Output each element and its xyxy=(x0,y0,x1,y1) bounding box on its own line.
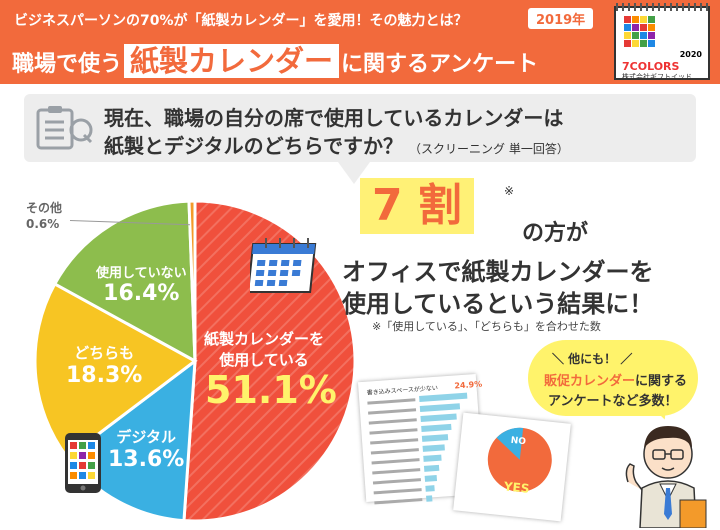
sample-yes-label: YES xyxy=(503,479,531,496)
mini-bar xyxy=(424,475,438,482)
question-line1: 現在、職場の自分の席で使用しているカレンダーは xyxy=(104,106,564,130)
mini-bar-label xyxy=(370,448,419,455)
color-grid-icon xyxy=(624,16,655,47)
headline-line1: の方が xyxy=(522,221,589,246)
mini-bar-label xyxy=(371,458,420,465)
slice-name-digital: デジタル xyxy=(116,428,177,446)
headline-seven-tenths: 7 割 xyxy=(360,178,474,234)
header-banner: ビジネスパーソンの70%が「紙製カレンダー」を愛用！その魅力とは？ 2019年 … xyxy=(0,0,720,84)
mini-bar xyxy=(420,413,457,422)
pie-slice-4 xyxy=(187,199,197,362)
slice-label-both: どちらも 18.3% xyxy=(66,342,142,388)
sample-mini-pie xyxy=(487,427,552,492)
question-line2-text: 紙製とデジタルのどちらですか？ xyxy=(104,134,403,158)
slice-pct-both: 18.3% xyxy=(66,363,143,388)
product-calendar-image: 2020 7COLORS 株式会社ギフトイッド xyxy=(614,3,712,81)
promo-line2: 販促カレンダーに関する xyxy=(544,370,687,389)
headline-asterisk: ※ xyxy=(504,184,515,198)
calendar-rings xyxy=(616,3,712,11)
slice-label-digital: デジタル 13.6% xyxy=(108,426,184,472)
businessman-illustration xyxy=(625,426,707,528)
mini-bar xyxy=(422,444,445,452)
mini-bar-label xyxy=(368,408,417,415)
mini-bar xyxy=(426,495,433,502)
smartphone-icon xyxy=(65,433,101,493)
year-badge: 2019年 xyxy=(528,8,594,29)
mini-bar xyxy=(425,485,435,492)
title-before: 職場で使う xyxy=(12,52,123,77)
question-box: 現在、職場の自分の席で使用しているカレンダーは 紙製とデジタルのどちらですか？ （… xyxy=(24,94,696,162)
headline-line2: オフィスで紙製カレンダーを xyxy=(342,258,654,286)
sample-no-label: NO xyxy=(510,435,527,448)
slice-name-other: その他 xyxy=(26,201,63,215)
mini-bar xyxy=(421,434,449,442)
slice-name-paper-2: 使用している xyxy=(219,351,309,369)
headline-line3: 使用しているという結果に！ xyxy=(342,290,654,318)
mini-bar-label xyxy=(372,478,422,485)
product-brand: 7COLORS xyxy=(622,60,680,73)
pie-slice-3 xyxy=(52,199,197,364)
mini-bar-label xyxy=(372,468,421,475)
question-note: （スクリーニング 単一回答） xyxy=(409,142,569,156)
slice-pct-paper: 51.1% xyxy=(205,368,337,412)
product-year: 2020 xyxy=(679,50,702,59)
mini-bar xyxy=(421,423,452,432)
sample-report-pct: 24.9% xyxy=(454,379,483,391)
title-after: に関するアンケート xyxy=(341,52,539,77)
slice-label-paper: 紙製カレンダーを 使用している xyxy=(204,328,324,370)
slice-name-both: どちらも xyxy=(74,344,135,362)
promo-highlight: 販促カレンダー xyxy=(544,374,636,389)
slice-pct-digital: 13.6% xyxy=(108,447,185,472)
page-title: 職場で使う 紙製カレンダー に関するアンケート xyxy=(12,38,538,80)
slice-name-paper-1: 紙製カレンダーを xyxy=(204,330,325,348)
mini-bar xyxy=(419,403,461,412)
promo-bubble xyxy=(528,340,698,416)
slice-label-notused: 使用していない 16.4% xyxy=(96,262,187,306)
questionnaire-icon xyxy=(36,106,93,150)
title-accent: 紙製カレンダー xyxy=(124,44,340,78)
mini-bar-label xyxy=(367,398,416,405)
mini-bar-label xyxy=(369,428,418,435)
headline-note: ※「使用している」、「どちらも」を合わせた数 xyxy=(372,320,601,333)
question-line2: 紙製とデジタルのどちらですか？ （スクリーニング 単一回答） xyxy=(104,130,569,159)
mini-bar-label xyxy=(373,488,422,495)
calendar-icon xyxy=(250,238,317,293)
mini-bar-label xyxy=(370,438,419,445)
promo-line3: アンケートなど多数！ xyxy=(548,394,678,409)
slice-name-notused: 使用していない xyxy=(96,266,187,281)
mini-bar xyxy=(419,392,468,403)
promo-line2-rest: に関する xyxy=(635,374,688,389)
slice-pct-notused: 16.4% xyxy=(103,281,180,306)
mini-bar xyxy=(423,454,442,462)
slice-pct-other: 0.6% xyxy=(26,217,60,231)
mini-bar xyxy=(423,464,440,472)
product-maker: 株式会社ギフトイッド xyxy=(622,73,692,81)
mini-bar-label xyxy=(374,498,423,505)
header-subtitle: ビジネスパーソンの70%が「紙製カレンダー」を愛用！その魅力とは？ xyxy=(14,13,468,29)
sample-report-pie: NO YES xyxy=(453,412,571,522)
mini-bar-label xyxy=(368,418,417,425)
pie-slice-2 xyxy=(33,281,198,460)
promo-line1: ＼ 他にも！ ／ xyxy=(552,352,633,366)
slice-label-other: その他 0.6% xyxy=(26,200,62,232)
